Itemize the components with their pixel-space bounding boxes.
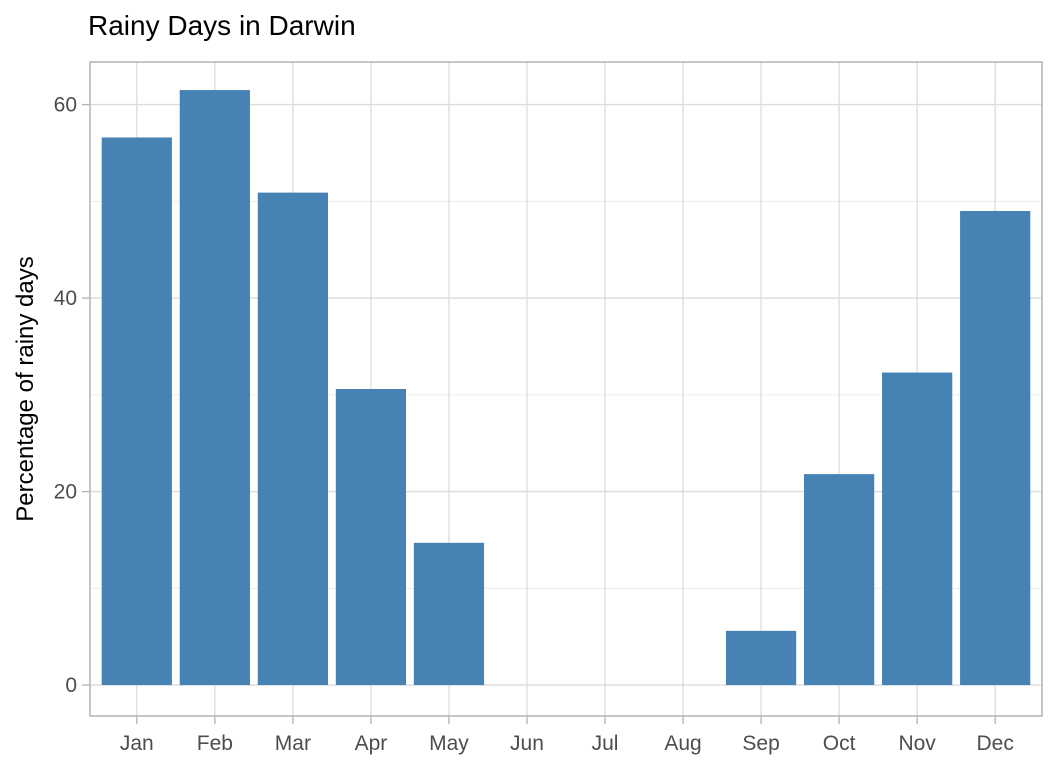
x-tick-label: May — [429, 732, 469, 755]
y-tick-label: 20 — [54, 481, 77, 504]
y-tick-label: 60 — [54, 94, 77, 117]
bar-feb — [179, 90, 250, 686]
x-tick-label: Sep — [742, 732, 779, 755]
y-axis-title: Percentage of rainy days — [12, 256, 39, 522]
x-tick-label: Oct — [823, 732, 856, 755]
bar-sep — [725, 630, 797, 686]
bar-nov — [882, 372, 953, 686]
x-tick-label: Jul — [592, 732, 619, 755]
y-tick-label: 40 — [54, 287, 77, 310]
bar-jan — [101, 137, 172, 686]
x-tick-label: Apr — [355, 732, 388, 755]
x-tick-label: Mar — [275, 732, 311, 755]
y-tick-label: 0 — [65, 674, 77, 697]
panel-border — [89, 61, 1043, 717]
x-tick-label: Jun — [510, 732, 544, 755]
x-tick-label: Jan — [120, 732, 154, 755]
bar-mar — [257, 192, 328, 686]
x-tick-label: Nov — [898, 732, 936, 755]
x-tick-label: Aug — [664, 732, 701, 755]
bar-oct — [804, 474, 875, 686]
bar-dec — [960, 210, 1031, 686]
bar-apr — [335, 389, 407, 686]
x-tick-label: Dec — [977, 732, 1014, 755]
chart-title: Rainy Days in Darwin — [88, 10, 356, 41]
bar-may — [413, 542, 485, 686]
x-tick-label: Feb — [197, 732, 233, 755]
